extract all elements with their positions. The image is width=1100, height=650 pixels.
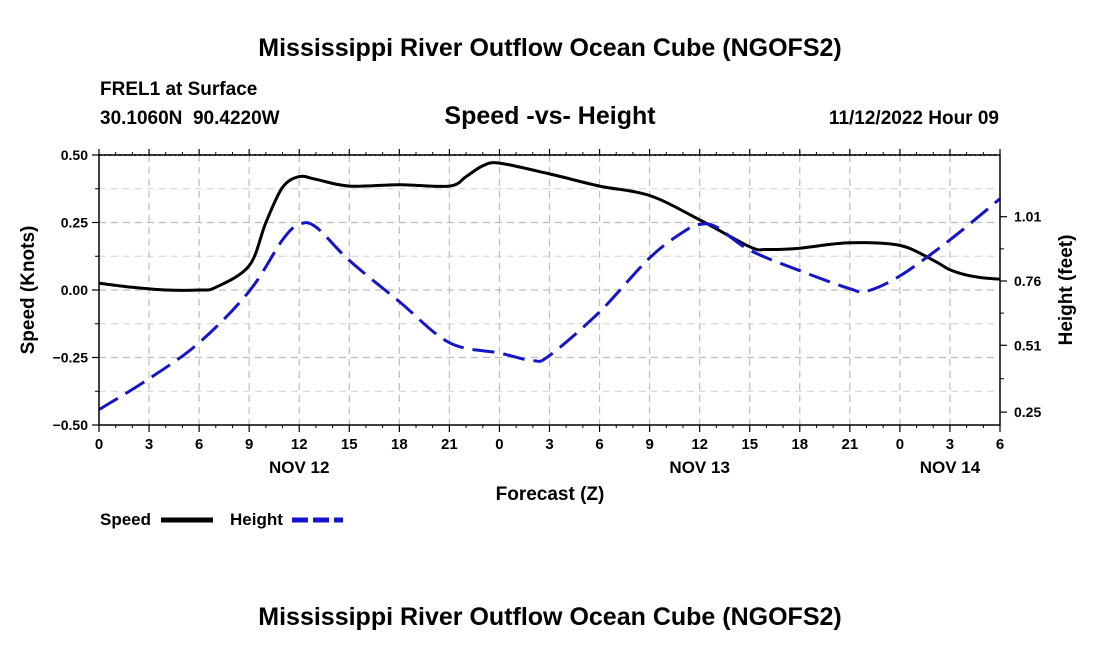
- x-tick-label: 3: [145, 436, 153, 453]
- station-label: FREL1 at Surface: [100, 79, 257, 100]
- y-tick-label-left: 0.50: [61, 147, 88, 163]
- plot-frame: [98, 154, 1001, 426]
- legend-speed-label: Speed: [100, 510, 151, 529]
- forecast-datetime: 11/12/2022 Hour 09: [829, 108, 999, 129]
- x-axis-label: Forecast (Z): [496, 484, 605, 505]
- y-tick-labels-right: 0.25 0.51 0.76 1.01: [1014, 209, 1041, 420]
- x-tick-label: 9: [645, 436, 653, 453]
- series-line-height: [98, 197, 1001, 411]
- x-tick-label: 6: [595, 436, 603, 453]
- y-tick-label-right: 0.25: [1014, 404, 1041, 420]
- date-label: NOV 14: [920, 458, 981, 477]
- coordinates-label: 30.1060N 90.4220W: [100, 108, 280, 129]
- x-tick-label: 0: [95, 436, 103, 453]
- y-tick-label-left: 0.25: [61, 215, 88, 231]
- y-tick-label-left: −0.25: [53, 350, 89, 366]
- y-axis-label-right: Height (feet): [1056, 235, 1077, 346]
- x-tick-label: 6: [195, 436, 203, 453]
- data-series: [98, 161, 1001, 411]
- y-tick-label-left: 0.00: [61, 282, 88, 298]
- x-tick-label: 9: [245, 436, 253, 453]
- x-tick-label: 18: [791, 436, 808, 453]
- legend-height-label: Height: [230, 510, 283, 529]
- x-tick-label: 3: [545, 436, 553, 453]
- x-tick-label: 3: [946, 436, 954, 453]
- x-tick-label: 12: [691, 436, 708, 453]
- date-labels: NOV 12 NOV 13 NOV 14: [269, 458, 981, 477]
- x-tick-label: 21: [841, 436, 858, 453]
- x-tick-label: 18: [391, 436, 408, 453]
- y-axis-label-left: Speed (Knots): [18, 226, 39, 355]
- date-label: NOV 12: [269, 458, 329, 477]
- x-tick-label: 12: [291, 436, 308, 453]
- x-tick-label: 6: [996, 436, 1004, 453]
- x-tick-label: 15: [341, 436, 358, 453]
- page-title-top: Mississippi River Outflow Ocean Cube (NG…: [258, 34, 841, 62]
- x-tick-labels: 0 3 6 9 12 15 18 21 0 3 6 9 12 15 18 21 0 3 6: [95, 436, 1004, 453]
- series-line-speed: [98, 161, 1001, 292]
- x-tick-label: 0: [495, 436, 503, 453]
- legend: Speed Height: [100, 510, 343, 529]
- y-tick-label-left: −0.50: [53, 417, 89, 433]
- y-tick-label-right: 0.76: [1014, 273, 1041, 289]
- x-tick-label: 0: [896, 436, 904, 453]
- grid-lines: [99, 154, 1000, 425]
- date-label: NOV 13: [669, 458, 729, 477]
- y-tick-labels-left: −0.50 −0.25 0.00 0.25 0.50: [53, 147, 89, 433]
- x-tick-label: 21: [441, 436, 458, 453]
- x-tick-label: 15: [741, 436, 758, 453]
- y-tick-label-right: 1.01: [1014, 209, 1041, 225]
- page-title-bottom: Mississippi River Outflow Ocean Cube (NG…: [258, 603, 841, 631]
- chart-subtitle: Speed -vs- Height: [444, 102, 656, 130]
- y-tick-label-right: 0.51: [1014, 337, 1041, 353]
